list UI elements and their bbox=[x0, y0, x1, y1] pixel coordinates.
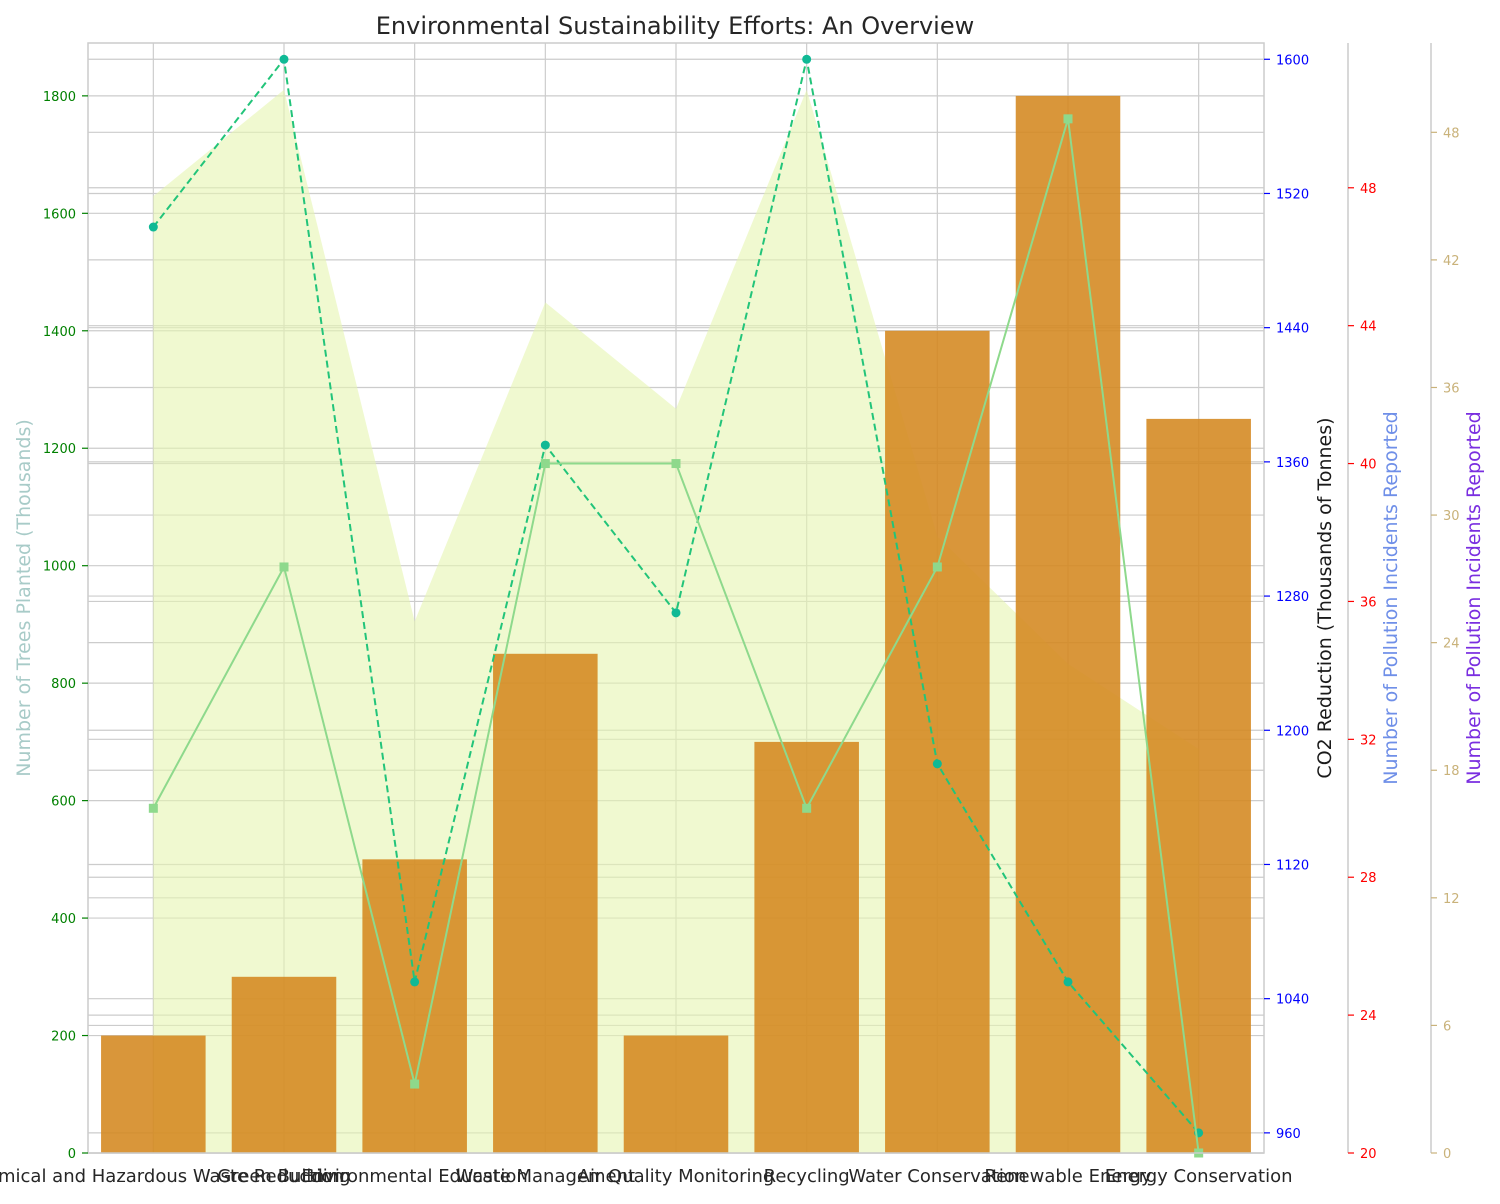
right-axis-tick-label: 48 bbox=[1443, 126, 1460, 141]
bar-series-layer bbox=[101, 95, 1251, 1153]
x-tick-label: Recycling bbox=[764, 1166, 850, 1187]
x-tick-label: Green Building bbox=[217, 1166, 350, 1187]
right-axis-tick-label: 12 bbox=[1443, 892, 1460, 907]
x-tick-label: Waste Management bbox=[456, 1166, 635, 1187]
left-axis-tick-label: 1400 bbox=[43, 325, 76, 340]
right-axis-tick-label: 48 bbox=[1360, 182, 1377, 197]
left-axis-tick-label: 1800 bbox=[43, 90, 76, 105]
bar bbox=[1015, 95, 1121, 1153]
right-axis-tick-label: 18 bbox=[1443, 764, 1460, 779]
right-axis-2-label: Number of Pollution Incidents Reported bbox=[1380, 411, 1402, 784]
x-tick-label: Energy Conservation bbox=[1105, 1166, 1293, 1187]
bar bbox=[101, 1035, 206, 1153]
left-axis-tick-label: 0 bbox=[68, 1147, 76, 1162]
right-axis-tick-label: 1600 bbox=[1276, 53, 1309, 68]
left-axis-tick-label: 200 bbox=[51, 1030, 76, 1045]
line-point bbox=[932, 759, 942, 769]
right-axis-tick-label: 1120 bbox=[1276, 858, 1309, 873]
bar bbox=[623, 1035, 729, 1153]
line-point bbox=[540, 459, 550, 469]
right-axis-tick-label: 1200 bbox=[1276, 724, 1309, 739]
bar bbox=[231, 976, 337, 1153]
right-axis-3-label: Number of Pollution Incidents Reported bbox=[1463, 411, 1485, 784]
line-point bbox=[802, 803, 812, 813]
right-axis-tick-label: 24 bbox=[1360, 1009, 1377, 1024]
left-axis-tick-label: 1200 bbox=[43, 442, 76, 457]
right-axis-tick-label: 28 bbox=[1360, 871, 1377, 886]
line-point bbox=[1063, 977, 1073, 987]
line-point bbox=[279, 562, 289, 572]
x-tick-label: Air Quality Monitoring bbox=[578, 1166, 775, 1187]
x-tick-label: Chemical and Hazardous Waste Reduction bbox=[0, 1166, 344, 1187]
left-axis-tick-label: 400 bbox=[51, 912, 76, 927]
line-point bbox=[802, 54, 812, 64]
left-axis-label: Number of Trees Planted (Thousands) bbox=[13, 419, 35, 777]
right-axis-tick-label: 1280 bbox=[1276, 590, 1309, 605]
left-axis-tick-label: 600 bbox=[51, 795, 76, 810]
x-tick-label: Water Conservation bbox=[848, 1166, 1026, 1187]
line-point bbox=[540, 440, 550, 450]
axes-layer: 0200400600800100012001400160018009601040… bbox=[0, 42, 1460, 1187]
right-axis-tick-label: 42 bbox=[1443, 254, 1460, 269]
bar bbox=[754, 741, 859, 1153]
right-axis-tick-label: 36 bbox=[1360, 595, 1377, 610]
line-point bbox=[671, 459, 681, 469]
line-point bbox=[932, 562, 942, 572]
line-series-layer bbox=[148, 54, 1204, 1158]
right-axis-tick-label: 36 bbox=[1443, 381, 1460, 396]
bar bbox=[1146, 418, 1251, 1153]
right-axis-1-label: CO2 Reduction (Thousands of Tonnes) bbox=[1314, 417, 1336, 778]
chart-title: Environmental Sustainability Efforts: An… bbox=[376, 12, 975, 40]
right-axis-tick-label: 6 bbox=[1443, 1019, 1451, 1034]
right-axis-tick-label: 30 bbox=[1443, 509, 1460, 524]
right-axis-tick-label: 0 bbox=[1443, 1147, 1451, 1162]
bar bbox=[493, 653, 598, 1153]
right-axis-tick-label: 1520 bbox=[1276, 187, 1309, 202]
line-point bbox=[148, 222, 158, 232]
x-tick-label: Environmental Education bbox=[302, 1166, 528, 1187]
right-axis-tick-label: 960 bbox=[1276, 1127, 1301, 1142]
right-axis-tick-label: 32 bbox=[1360, 733, 1377, 748]
left-axis-tick-label: 800 bbox=[51, 677, 76, 692]
line-point bbox=[148, 803, 158, 813]
line-point bbox=[410, 1079, 420, 1089]
right-axis-tick-label: 1360 bbox=[1276, 456, 1309, 471]
right-axis-tick-label: 20 bbox=[1360, 1147, 1377, 1162]
plot-frame bbox=[87, 42, 1265, 1154]
line-point bbox=[1063, 114, 1073, 124]
right-axis-tick-label: 1440 bbox=[1276, 322, 1309, 337]
x-tick-label: Renewable Energy bbox=[984, 1166, 1152, 1187]
right-axis-tick-label: 40 bbox=[1360, 458, 1377, 473]
left-axis-tick-label: 1000 bbox=[43, 560, 76, 575]
right-axis-tick-label: 24 bbox=[1443, 637, 1460, 652]
bar bbox=[885, 330, 990, 1153]
left-axis-tick-label: 1600 bbox=[43, 207, 76, 222]
line-point bbox=[410, 977, 420, 987]
bar bbox=[362, 859, 467, 1153]
line-point bbox=[279, 54, 289, 64]
right-axis-tick-label: 44 bbox=[1360, 320, 1377, 335]
line-point bbox=[671, 608, 681, 618]
right-axis-tick-label: 1040 bbox=[1276, 993, 1309, 1008]
